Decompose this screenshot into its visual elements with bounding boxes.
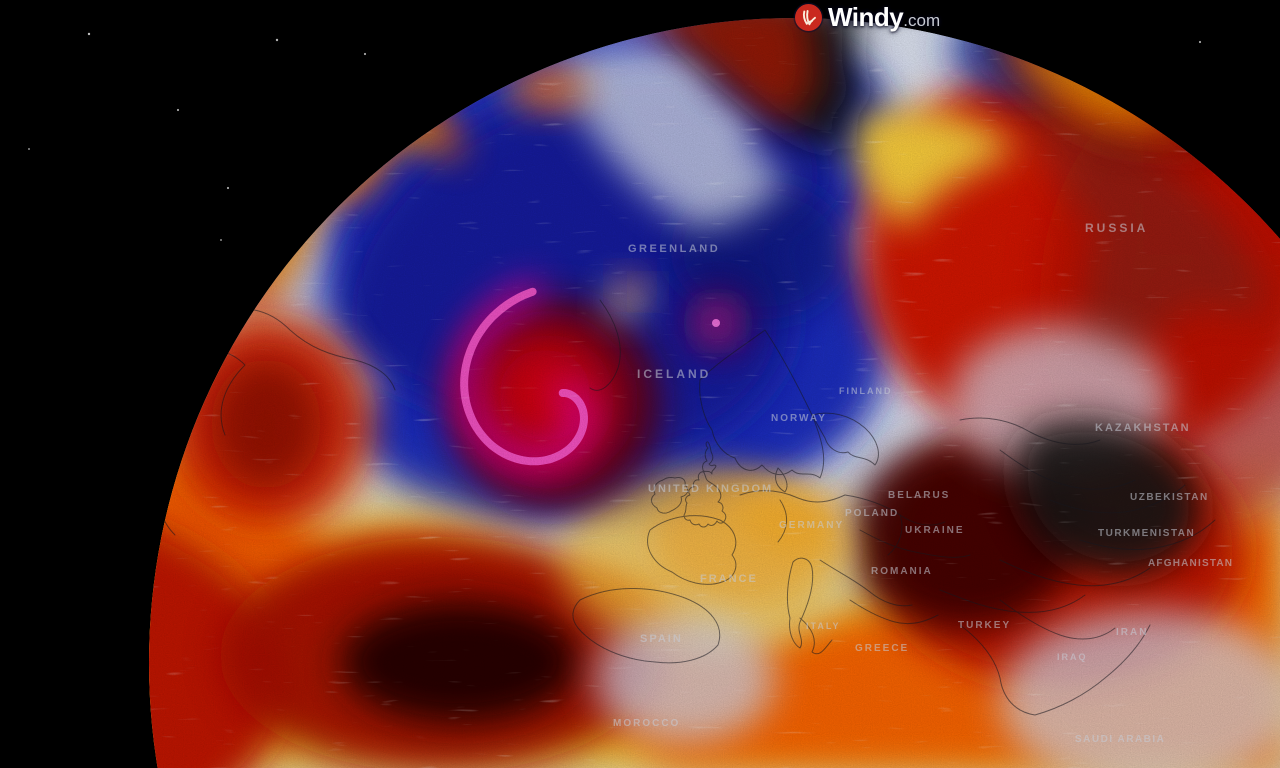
svg-text:MOROCCO: MOROCCO — [613, 718, 680, 729]
svg-text:NORWAY: NORWAY — [771, 413, 827, 424]
svg-text:UNITED KINGDOM: UNITED KINGDOM — [648, 483, 773, 495]
svg-text:FINLAND: FINLAND — [839, 386, 893, 396]
svg-text:IRAN: IRAN — [1116, 627, 1148, 638]
svg-text:RUSSIA: RUSSIA — [1085, 221, 1148, 235]
svg-text:SAUDI ARABIA: SAUDI ARABIA — [1075, 734, 1165, 745]
svg-text:KAZAKHSTAN: KAZAKHSTAN — [1095, 422, 1191, 434]
svg-text:UKRAINE: UKRAINE — [905, 525, 965, 536]
svg-text:TURKMENISTAN: TURKMENISTAN — [1098, 528, 1195, 539]
svg-text:TURKEY: TURKEY — [958, 620, 1011, 631]
svg-text:GREENLAND: GREENLAND — [628, 243, 720, 255]
svg-text:ITALY: ITALY — [806, 621, 841, 631]
svg-text:FRANCE: FRANCE — [700, 573, 758, 585]
svg-text:POLAND: POLAND — [845, 508, 899, 519]
svg-text:GREECE: GREECE — [855, 643, 909, 654]
svg-text:UZBEKISTAN: UZBEKISTAN — [1130, 492, 1209, 503]
svg-text:ROMANIA: ROMANIA — [871, 566, 933, 577]
svg-text:GERMANY: GERMANY — [779, 520, 844, 531]
svg-text:AFGHANISTAN: AFGHANISTAN — [1148, 558, 1233, 569]
svg-text:ICELAND: ICELAND — [637, 367, 711, 381]
svg-text:SPAIN: SPAIN — [640, 633, 683, 645]
svg-text:IRAQ: IRAQ — [1057, 652, 1088, 662]
svg-text:BELARUS: BELARUS — [888, 490, 950, 501]
